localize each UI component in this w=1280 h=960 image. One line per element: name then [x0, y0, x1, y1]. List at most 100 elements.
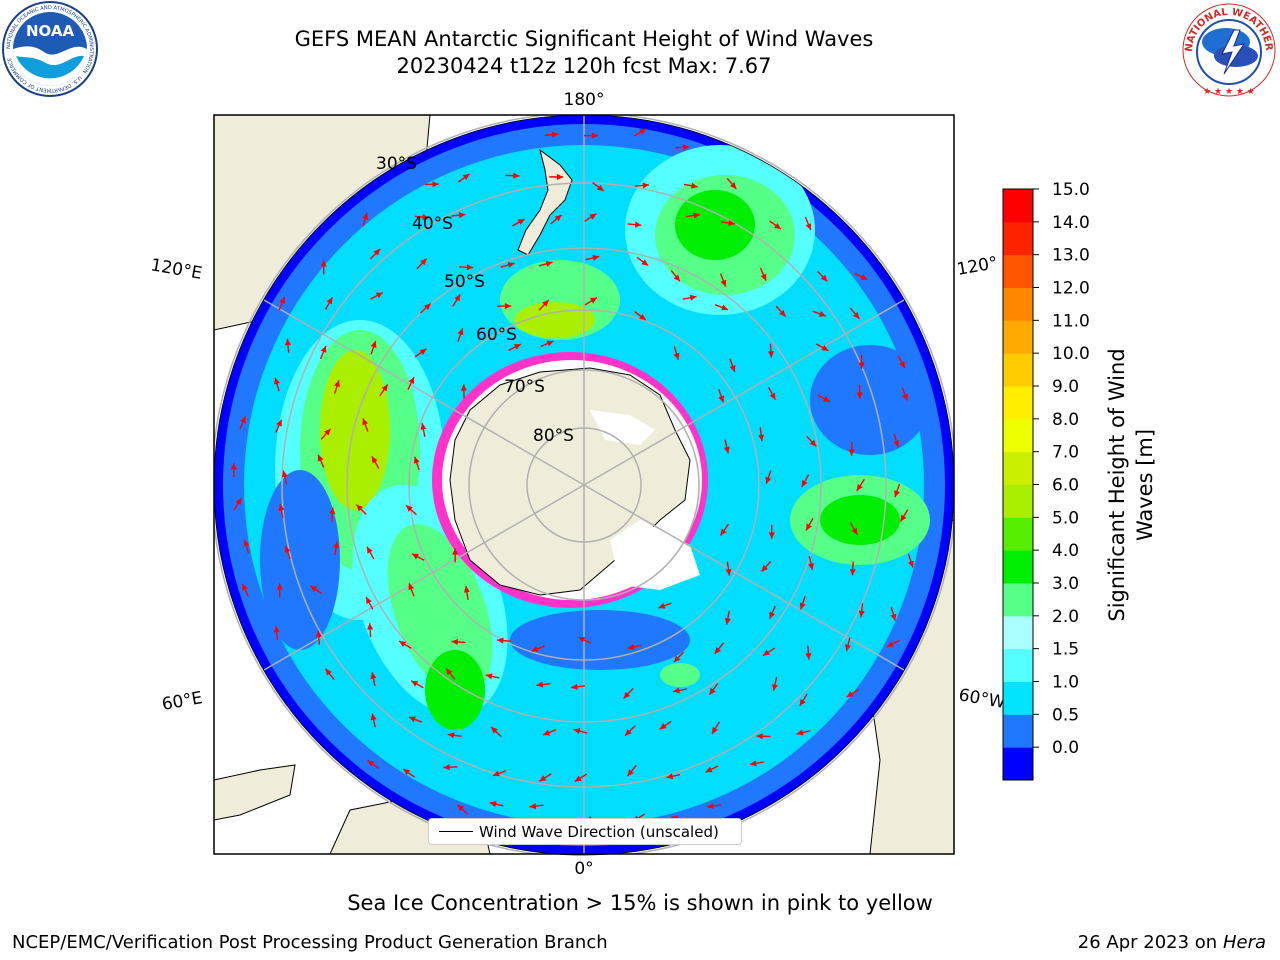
colorbar-tick-label: 12.0 — [1052, 279, 1090, 299]
wave-arrow-head — [420, 423, 427, 430]
lat-label-80s: 80°S — [533, 426, 574, 446]
wave-arrow-head — [799, 698, 806, 706]
producer-credit: NCEP/EMC/Verification Post Processing Pr… — [12, 932, 608, 953]
colorbar-swatch — [1003, 714, 1033, 748]
wave-arrow-head — [851, 527, 858, 535]
wave-arrow-head — [658, 602, 666, 609]
wave-arrow-head — [497, 637, 504, 644]
wave-arrow-head — [625, 729, 632, 736]
wave-arrow-head — [728, 219, 736, 227]
wave-arrow-head — [887, 641, 895, 647]
wave-arrow-head — [721, 304, 729, 311]
wave-arrow-head — [485, 673, 493, 680]
wave-arrow-head — [574, 775, 582, 782]
colorbar-swatch — [1003, 681, 1033, 715]
wave-arrow-head — [761, 564, 768, 572]
wave-arrow-head — [320, 345, 327, 353]
wave-arrow-head — [693, 212, 700, 219]
map-legend: Wind Wave Direction (unscaled) — [428, 818, 742, 845]
svg-text:Significant Height of Wind: Significant Height of Wind — [1105, 348, 1129, 621]
wave-arrow-head — [756, 733, 763, 740]
wave-arrow-head — [443, 764, 450, 771]
wave-arrow-head — [513, 172, 520, 179]
wave-arrow-head — [627, 769, 634, 777]
wave-arrow-head — [853, 312, 860, 319]
map-title: GEFS MEAN Antarctic Significant Height o… — [294, 27, 874, 51]
colorbar-tick-label: 8.0 — [1052, 410, 1079, 430]
wave-arrow-head — [720, 279, 727, 287]
wave-arrow-head — [554, 214, 562, 222]
wave-arrow-head — [452, 548, 459, 555]
colorbar-swatch — [1003, 221, 1033, 256]
wave-arrow-head — [320, 260, 327, 267]
colorbar-tick-label: 3.0 — [1052, 574, 1079, 594]
wave-arrow-head — [774, 222, 781, 230]
graticule — [214, 115, 954, 854]
colorbar — [1002, 188, 1034, 781]
wave-arrow-head — [902, 393, 908, 401]
colorbar-tick-label: 13.0 — [1052, 246, 1090, 266]
wind-wave-arrows — [230, 128, 914, 826]
colorbar-tick-label: 6.0 — [1052, 476, 1079, 496]
wave-arrow-head — [900, 514, 907, 522]
wave-arrow-head — [406, 505, 413, 512]
colorbar-swatch — [1003, 287, 1033, 321]
wave-arrow-head — [375, 292, 383, 299]
wave-arrow-head — [858, 610, 865, 618]
wave-arrow-head — [356, 504, 364, 512]
wave-arrow-head — [623, 691, 631, 699]
wave-arrow-head — [507, 262, 515, 268]
wave-arrow-head — [367, 760, 375, 767]
wave-arrow-head — [513, 344, 521, 350]
wave-arrow-head — [230, 463, 237, 470]
lat-label-30s: 30°S — [376, 154, 417, 174]
nws-logo: NATIONAL WEATHER SERVICE ★ ★ ★ ★ ★ — [1178, 0, 1276, 97]
wave-arrow-head — [325, 668, 332, 676]
wave-arrow-head — [366, 596, 372, 604]
wave-arrow-head — [284, 338, 292, 346]
wave-arrow-head — [573, 728, 581, 735]
wave-arrow-head — [634, 221, 642, 228]
wave-arrow-head — [758, 434, 765, 442]
wave-arrow-head — [370, 672, 377, 680]
wave-arrow-head — [399, 641, 407, 647]
wave-arrow-head — [767, 351, 774, 358]
wave-arrow-head — [768, 532, 775, 539]
colorbar-tick-label: 1.0 — [1052, 673, 1079, 693]
wave-arrow-head — [908, 560, 914, 568]
wave-arrow-head — [529, 803, 537, 810]
noaa-logo: NOAA NATIONAL OCEANIC AND ATMOSPHERIC AD… — [2, 1, 98, 97]
colorbar-label: Significant Height of Wind Waves [m] — [1105, 348, 1157, 621]
wave-arrow-head — [411, 553, 419, 560]
wave-arrow-head — [725, 568, 732, 576]
wave-arrow-head — [451, 638, 458, 645]
wave-arrow-head — [707, 802, 714, 809]
wave-arrow-head — [326, 297, 333, 305]
wave-arrow-head — [462, 173, 470, 181]
wave-arrow-head — [682, 144, 690, 151]
wave-arrow-head — [638, 313, 646, 321]
wave-arrow-head — [691, 182, 698, 189]
wave-arrow-head — [821, 344, 829, 351]
wave-arrow-head — [848, 449, 855, 456]
wave-arrow-head — [805, 223, 812, 231]
wave-arrow-head — [278, 504, 285, 511]
wave-arrow-head — [546, 340, 554, 347]
colorbar-swatch — [1003, 353, 1033, 387]
wave-arrow-head — [408, 377, 415, 385]
colorbar-swatch — [1003, 189, 1033, 223]
wave-arrow-head — [639, 128, 647, 135]
wave-arrow-head — [642, 182, 650, 189]
wave-arrow-head — [457, 804, 464, 812]
wave-arrow-head — [276, 583, 283, 590]
wave-arrow-head — [460, 384, 467, 391]
legend-label: Wind Wave Direction (unscaled) — [479, 823, 719, 841]
wave-arrow-head — [849, 568, 856, 576]
lon-label-60w: 60°W — [957, 685, 1007, 713]
wave-arrow-head — [491, 726, 498, 734]
wave-arrow-head — [542, 299, 549, 307]
wave-arrow-head — [760, 273, 767, 281]
colorbar-tick-label: 5.0 — [1052, 508, 1079, 528]
colorbar-ticks: 15.0 14.0 13.0 12.0 11.0 10.0 9.0 8.0 7.0 6.0 5.0 4… — [1033, 180, 1090, 758]
wave-arrow-head — [762, 649, 770, 656]
